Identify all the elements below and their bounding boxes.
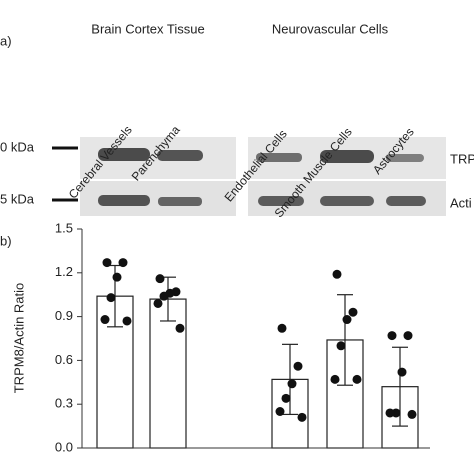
data-point <box>112 272 122 282</box>
data-point <box>332 269 342 279</box>
band <box>256 153 302 162</box>
band <box>258 196 304 206</box>
band <box>320 196 374 206</box>
data-point <box>387 331 397 341</box>
panel-label: a) <box>0 33 12 48</box>
marker-label: 5 kDa <box>0 191 35 206</box>
data-point <box>385 408 395 418</box>
group-title: Neurovascular Cells <box>272 21 389 36</box>
data-point <box>397 367 407 377</box>
data-point <box>281 393 291 403</box>
band-label: TRP <box>450 151 474 166</box>
data-point <box>407 409 417 419</box>
data-point <box>122 316 132 326</box>
panel-label: b) <box>0 233 12 248</box>
marker-label: 0 kDa <box>0 139 35 154</box>
data-point <box>348 307 358 317</box>
y-tick-label: 0.0 <box>55 439 73 454</box>
data-point <box>277 323 287 333</box>
data-point <box>155 274 165 284</box>
data-point <box>403 331 413 341</box>
band <box>386 196 426 206</box>
data-point <box>287 379 297 389</box>
data-point <box>153 298 163 308</box>
data-point <box>352 374 362 384</box>
data-point <box>342 315 352 325</box>
data-point <box>297 412 307 422</box>
y-tick-label: 0.9 <box>55 308 73 323</box>
data-point <box>159 291 169 301</box>
data-point <box>293 361 303 371</box>
group-title: Brain Cortex Tissue <box>91 21 204 36</box>
data-point <box>275 407 285 416</box>
y-axis-label: TRPM8/Actin Ratio <box>11 283 26 394</box>
band <box>386 154 424 162</box>
band <box>157 150 203 161</box>
data-point <box>100 315 110 325</box>
data-point <box>175 323 185 333</box>
data-point <box>102 258 112 268</box>
y-tick-label: 0.3 <box>55 396 73 411</box>
band <box>98 148 150 161</box>
y-tick-label: 1.5 <box>55 220 73 235</box>
band <box>98 195 150 206</box>
band-label: Acti <box>450 195 472 210</box>
band <box>320 150 374 163</box>
data-point <box>336 341 346 351</box>
y-tick-label: 1.2 <box>55 264 73 279</box>
band <box>158 197 202 206</box>
data-point <box>330 374 340 384</box>
data-point <box>106 293 116 303</box>
y-tick-label: 0.6 <box>55 352 73 367</box>
bands <box>98 148 426 206</box>
data-point <box>118 258 128 268</box>
